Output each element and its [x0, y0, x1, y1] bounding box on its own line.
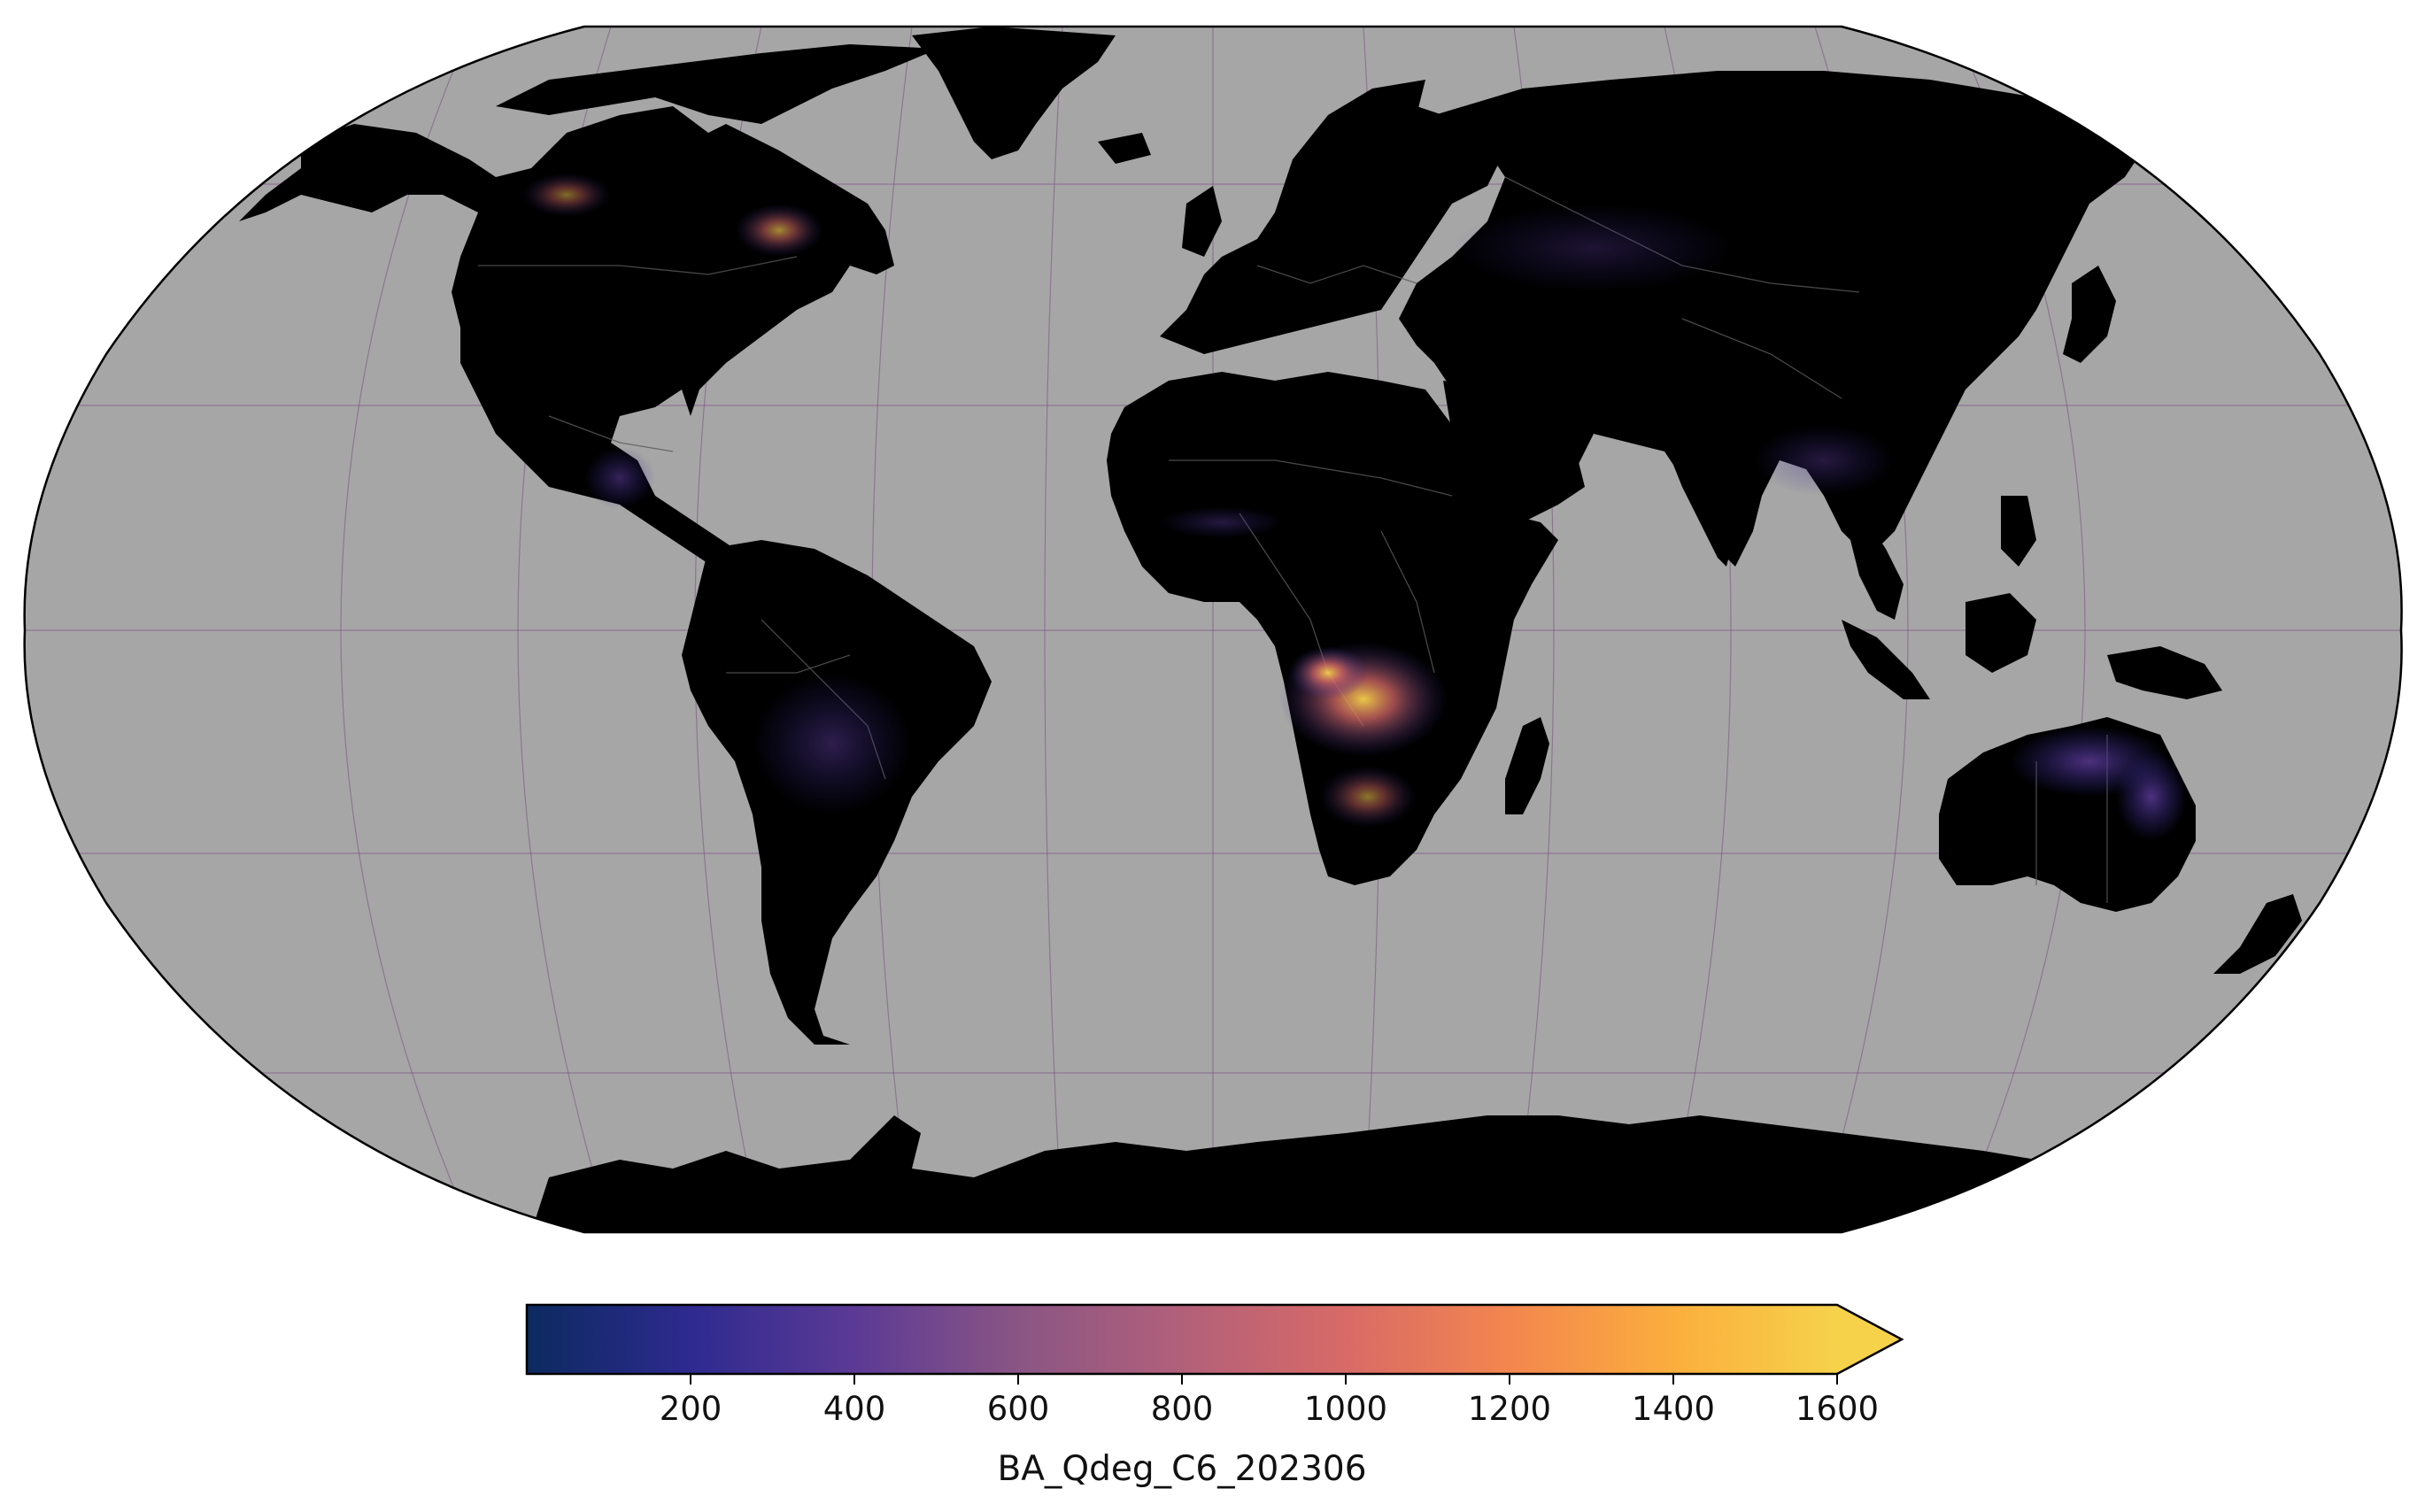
land-iceland [1098, 133, 1151, 164]
land-india [1664, 425, 1762, 567]
colorbar-outline [525, 1303, 1904, 1376]
hotspot-southern-africa [1319, 766, 1417, 828]
colorbar: 200 400 600 800 1000 1200 1400 1600 BA_Qdeg_C6_… [525, 1303, 1904, 1489]
colorbar-tick-label: 600 [987, 1390, 1050, 1428]
land-africa [1107, 372, 1558, 885]
border-line [1256, 265, 1417, 284]
land-madagascar [1505, 717, 1549, 814]
colorbar-extend-arrow [1837, 1305, 1902, 1374]
hotspot-australia [2116, 752, 2187, 841]
colorbar-tick-label: 1200 [1468, 1390, 1551, 1428]
colorbar-bar [527, 1305, 1837, 1374]
colorbar-ticks: 200 400 600 800 1000 1200 1400 1600 [660, 1374, 1879, 1428]
hotspot-southeast-asia [1753, 425, 1895, 496]
hotspot-mexico [584, 447, 655, 509]
colorbar-tick-label: 400 [823, 1390, 886, 1428]
colorbar-label: BA_Qdeg_C6_202306 [997, 1449, 1366, 1489]
land-arctic-islands [496, 44, 938, 124]
land-greenland [912, 27, 1116, 159]
land-sumatra [1842, 620, 1930, 699]
hotspot-canada [522, 173, 611, 217]
colorbar-tick-label: 800 [1151, 1390, 1214, 1428]
hotspot-central-africa [1288, 646, 1368, 699]
land-scandinavia [1275, 80, 1425, 221]
colorbar-tick-label: 1600 [1796, 1390, 1879, 1428]
land-new-zealand [2213, 894, 2302, 974]
hotspot-sahel [1160, 506, 1284, 538]
land-antarctica [531, 1115, 2036, 1232]
land-new-guinea [2107, 646, 2222, 699]
burned-area-hotspots [522, 173, 2187, 841]
land-british-isles [1182, 186, 1222, 257]
land-asia [1399, 71, 2143, 567]
globe [23, 25, 2403, 1234]
land-north-america [239, 106, 894, 540]
colorbar-tick-label: 1000 [1304, 1390, 1387, 1428]
hotspot-south-america [753, 673, 912, 814]
hotspot-siberia [1452, 204, 1735, 292]
meridian-line [1044, 27, 1063, 1232]
land-southeast-asia [1842, 496, 1904, 620]
globe-border [23, 25, 2403, 1234]
land-japan [2063, 266, 2116, 363]
border-line [726, 654, 851, 674]
meridian-line [340, 52, 461, 1205]
land-europe [1160, 106, 1505, 354]
land-borneo [1965, 593, 2036, 673]
border-line [1380, 530, 1435, 674]
border-line [478, 256, 798, 275]
land-philippines [2001, 496, 2036, 567]
border-line [548, 415, 674, 452]
border-line [1169, 459, 1453, 497]
hotspot-canada [735, 204, 823, 257]
colorbar-tick-label: 1400 [1632, 1390, 1715, 1428]
border-line [1681, 318, 1842, 399]
colorbar-tick-label: 200 [660, 1390, 722, 1428]
